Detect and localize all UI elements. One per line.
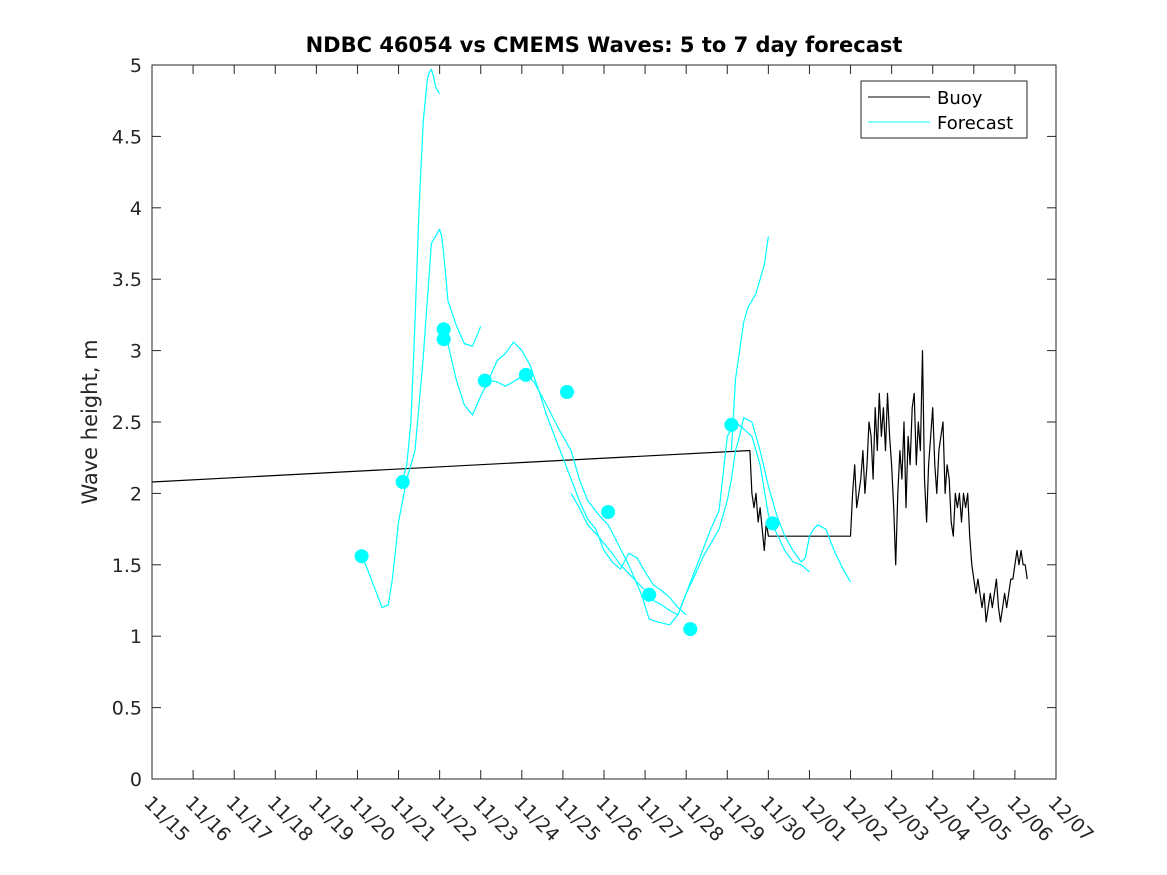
legend-box: [860, 80, 1028, 139]
y-tick-label: 4: [130, 198, 142, 220]
forecast-marker: [477, 373, 492, 388]
forecast-marker: [518, 367, 533, 382]
forecast-line-2: [447, 300, 482, 347]
legend-entry-buoy: Buoy: [937, 88, 983, 109]
x-tick-label: 11/19: [304, 792, 358, 846]
forecast-marker: [765, 516, 780, 531]
x-tick-label: 11/24: [509, 792, 563, 846]
forecast-line-1: [361, 228, 449, 609]
forecast-line-7: [730, 236, 769, 451]
y-tick-label: 0.5: [112, 698, 142, 720]
x-tick-label: 12/04: [920, 792, 974, 846]
x-tick-label: 11/28: [674, 792, 728, 846]
plot-frame: [151, 64, 1057, 780]
axis-ticks: 11/1511/1611/1711/1811/1911/2011/2111/22…: [112, 55, 1098, 846]
y-tick-label: 1: [130, 626, 142, 648]
x-tick-label: 11/16: [181, 792, 235, 846]
forecast-marker: [560, 385, 574, 399]
y-tick-label: 1.5: [112, 555, 142, 577]
forecast-marker: [436, 322, 451, 337]
forecast-marker: [683, 622, 698, 637]
forecast-marker: [436, 332, 451, 347]
y-tick-label: 3: [130, 341, 142, 363]
x-tick-label: 12/07: [1043, 792, 1097, 846]
y-tick-label: 5: [130, 55, 142, 77]
x-tick-label: 12/02: [838, 792, 892, 846]
x-tick-label: 11/23: [468, 792, 522, 846]
legend-entry-forecast: Forecast: [937, 113, 1013, 134]
buoy-line: [151, 350, 1028, 623]
y-axis-label: Wave height, m: [78, 339, 102, 504]
x-tick-label: 12/01: [797, 792, 851, 846]
forecast-line-3: [402, 68, 441, 480]
plot-area: [151, 68, 1028, 637]
x-tick-label: 11/27: [633, 792, 687, 846]
forecast-marker: [642, 587, 657, 602]
x-tick-label: 11/20: [345, 792, 399, 846]
x-tick-label: 12/05: [961, 792, 1015, 846]
legend: Buoy Forecast: [860, 80, 1028, 139]
x-tick-label: 12/06: [1002, 792, 1056, 846]
x-tick-label: 11/25: [550, 792, 604, 846]
x-tick-label: 11/22: [427, 792, 481, 846]
y-tick-label: 2: [130, 483, 142, 505]
forecast-marker: [724, 417, 739, 432]
x-tick-label: 11/29: [715, 792, 769, 846]
y-tick-label: 3.5: [112, 269, 142, 291]
y-tick-label: 2.5: [112, 412, 142, 434]
y-tick-label: 4.5: [112, 126, 142, 148]
chart-title: NDBC 46054 vs CMEMS Waves: 5 to 7 day fo…: [306, 33, 903, 57]
x-tick-label: 11/26: [591, 792, 645, 846]
forecast-marker: [395, 475, 410, 489]
y-tick-label: 0: [130, 769, 142, 791]
forecast-marker: [354, 549, 369, 564]
x-tick-label: 12/03: [879, 792, 933, 846]
forecast-marker: [601, 505, 616, 519]
x-tick-label: 11/21: [386, 792, 440, 846]
x-tick-label: 11/15: [139, 792, 193, 846]
forecast-line-5: [484, 374, 810, 626]
forecast-line-4: [443, 335, 687, 616]
x-tick-label: 11/30: [756, 792, 810, 846]
x-tick-label: 11/17: [222, 792, 276, 846]
x-tick-label: 11/18: [263, 792, 317, 846]
forecast-line-6: [570, 417, 852, 616]
